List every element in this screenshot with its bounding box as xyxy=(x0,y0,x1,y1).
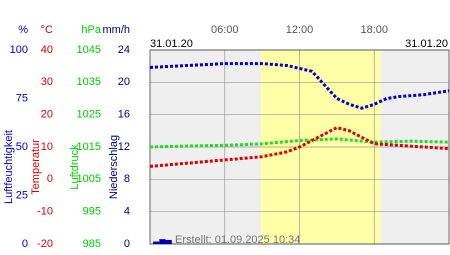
y-tick-label: 10 xyxy=(41,141,53,153)
axis-label: Temperatur xyxy=(30,139,42,195)
rain-bar xyxy=(153,241,160,244)
axis-label: Niederschlag xyxy=(108,135,120,199)
y-tick-label: 0 xyxy=(47,173,53,185)
y-tick-label: 0 xyxy=(22,238,28,250)
y-tick-label: 40 xyxy=(41,44,53,56)
x-tick-label: 18:00 xyxy=(360,24,388,36)
y-tick-label: 16 xyxy=(118,109,130,121)
axis-unit: % xyxy=(18,24,28,36)
y-tick-label: 985 xyxy=(83,238,101,250)
data-line xyxy=(149,126,450,168)
y-tick-label: 995 xyxy=(83,206,101,218)
y-tick-label: 75 xyxy=(16,92,28,104)
y-tick-label: 4 xyxy=(124,206,130,218)
axis-unit: hPa xyxy=(81,24,101,36)
y-tick-label: 8 xyxy=(124,173,130,185)
axis-unit: mm/h xyxy=(103,24,131,36)
x-tick-label: 06:00 xyxy=(211,24,239,36)
y-tick-label: 20 xyxy=(41,109,53,121)
y-tick-label: 1035 xyxy=(77,76,101,88)
date-right: 31.01.20 xyxy=(405,38,448,50)
y-tick-label: 50 xyxy=(16,141,28,153)
y-tick-label: 12 xyxy=(118,141,130,153)
y-tick-label: 25 xyxy=(16,189,28,201)
y-tick-label: 1045 xyxy=(77,44,101,56)
y-tick-label: 0 xyxy=(124,238,130,250)
axis-unit: °C xyxy=(41,24,53,36)
y-tick-label: -20 xyxy=(37,238,53,250)
y-tick-label: 30 xyxy=(41,76,53,88)
footer: Erstellt: 01.09.2025 10:34 xyxy=(175,234,300,246)
rain-bar xyxy=(159,239,166,244)
y-tick-label: 24 xyxy=(118,44,130,56)
y-tick-label: 20 xyxy=(118,76,130,88)
x-tick-label: 12:00 xyxy=(286,24,314,36)
y-tick-label: -10 xyxy=(37,206,53,218)
rain-bar xyxy=(165,239,172,244)
y-tick-label: 1015 xyxy=(77,141,101,153)
axis-label: Luftfeuchtigkeit xyxy=(3,130,15,204)
axis-label: Luftdruck xyxy=(69,144,81,190)
y-tick-label: 100 xyxy=(10,44,28,56)
y-tick-label: 1025 xyxy=(77,109,101,121)
data-line xyxy=(149,62,450,110)
y-tick-label: 1005 xyxy=(77,173,101,185)
date-left: 31.01.20 xyxy=(150,38,193,50)
